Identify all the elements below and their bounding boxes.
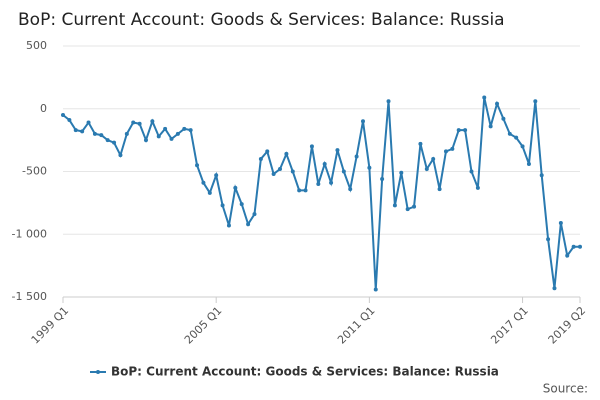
point xyxy=(431,156,436,161)
point xyxy=(150,119,155,124)
point xyxy=(546,237,551,242)
point xyxy=(380,177,385,182)
point xyxy=(533,99,538,104)
point xyxy=(73,128,78,133)
point xyxy=(92,131,97,136)
point xyxy=(284,151,289,156)
point xyxy=(450,146,455,151)
point xyxy=(399,170,404,175)
point xyxy=(565,253,570,258)
point xyxy=(246,222,251,227)
x-tick-label: 2019 Q2 xyxy=(546,304,589,347)
point xyxy=(437,187,442,192)
y-tick-label: -1 000 xyxy=(12,227,47,240)
series-line xyxy=(62,97,580,290)
point xyxy=(322,161,327,166)
point xyxy=(469,169,474,174)
point xyxy=(271,172,276,177)
point xyxy=(297,188,302,193)
point xyxy=(367,165,372,170)
point xyxy=(463,128,468,133)
point xyxy=(335,148,340,153)
point xyxy=(214,173,219,178)
point xyxy=(252,212,257,217)
point xyxy=(195,163,200,168)
point xyxy=(526,161,531,166)
point xyxy=(341,169,346,174)
point xyxy=(309,144,314,149)
point xyxy=(514,135,519,140)
point xyxy=(86,120,91,125)
point xyxy=(424,166,429,171)
point xyxy=(520,144,525,149)
point xyxy=(226,223,231,228)
point xyxy=(316,182,321,187)
point xyxy=(118,153,123,158)
point xyxy=(578,244,582,249)
point xyxy=(360,119,365,124)
point xyxy=(137,121,142,126)
point xyxy=(386,99,391,104)
point xyxy=(163,126,168,131)
point xyxy=(571,244,576,249)
point xyxy=(495,101,500,106)
point xyxy=(233,185,238,190)
point xyxy=(488,124,493,129)
point xyxy=(558,220,563,225)
point xyxy=(80,129,85,134)
point xyxy=(456,128,461,133)
point xyxy=(412,204,417,209)
legend-label: BoP: Current Account: Goods & Services: … xyxy=(111,365,499,379)
legend-marker xyxy=(96,370,100,374)
x-tick-label: 2011 Q1 xyxy=(335,304,378,347)
point xyxy=(131,120,136,125)
point xyxy=(169,136,174,141)
point xyxy=(539,173,544,178)
point xyxy=(124,131,129,136)
point xyxy=(112,140,117,145)
point xyxy=(143,138,148,143)
point xyxy=(105,138,110,143)
point xyxy=(61,113,65,118)
point xyxy=(482,95,487,100)
point xyxy=(373,287,378,292)
point xyxy=(67,118,72,123)
y-tick-label: -1 500 xyxy=(12,290,47,303)
point xyxy=(220,203,225,208)
point xyxy=(303,188,308,193)
point xyxy=(475,185,480,190)
point xyxy=(99,133,104,138)
point xyxy=(443,149,448,154)
point xyxy=(156,134,161,139)
point xyxy=(354,154,359,159)
point xyxy=(182,126,187,131)
point xyxy=(265,149,270,154)
point xyxy=(201,180,206,185)
point xyxy=(392,203,397,208)
point xyxy=(405,207,410,212)
chart-title: BoP: Current Account: Goods & Services: … xyxy=(18,10,505,30)
point xyxy=(188,128,193,133)
y-tick-label: 500 xyxy=(26,39,47,52)
point xyxy=(258,156,263,161)
x-tick-label: 1999 Q1 xyxy=(29,304,72,347)
point xyxy=(348,187,353,192)
point xyxy=(207,190,212,195)
point xyxy=(329,180,334,185)
point xyxy=(239,202,244,207)
point xyxy=(501,116,506,121)
point xyxy=(552,286,557,291)
point xyxy=(175,131,180,136)
y-tick-label: -500 xyxy=(22,165,47,178)
source: Source: xyxy=(543,382,588,396)
point xyxy=(278,166,283,171)
point xyxy=(290,169,295,174)
point xyxy=(418,141,423,146)
y-tick-label: 0 xyxy=(40,102,47,115)
point xyxy=(507,131,512,136)
x-tick-label: 2017 Q1 xyxy=(488,304,531,347)
x-tick-label: 2005 Q1 xyxy=(182,304,225,347)
